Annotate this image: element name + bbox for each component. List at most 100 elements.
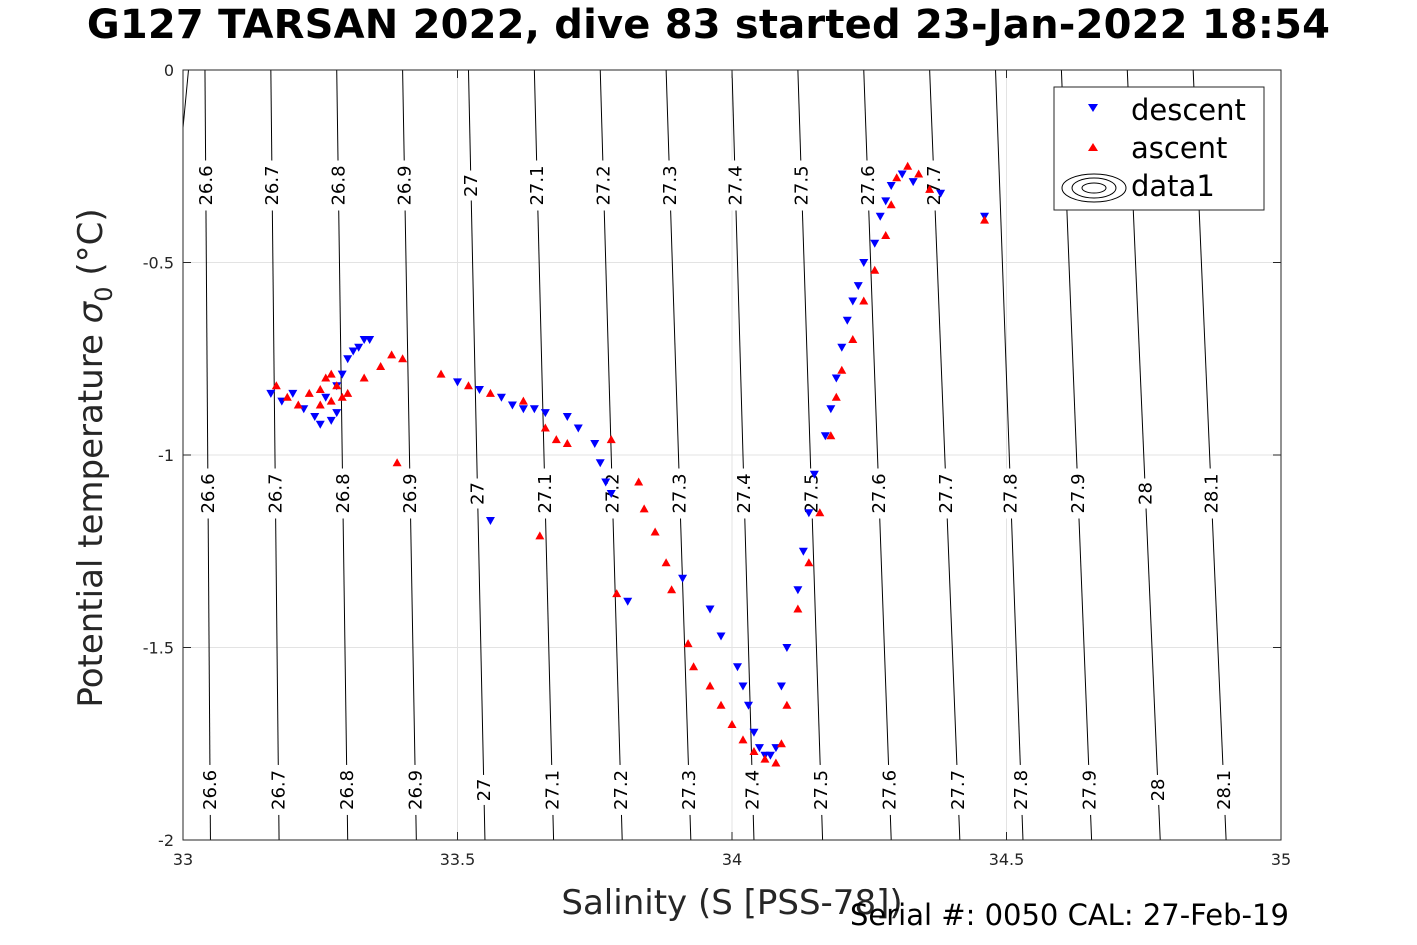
descent-point [716,632,726,641]
descent-point [798,547,808,556]
ascent-point [463,381,473,390]
x-tick-label: 34 [722,850,742,869]
contour-label-27-7: 27.7 [924,165,945,205]
contour-label-27-2: 27.2 [594,165,615,205]
descent-point [288,389,298,398]
descent-point [507,401,517,410]
descent-point [496,393,506,402]
legend-box [1053,86,1265,211]
contour-label-bg [459,170,482,201]
contour-label-bg [393,160,416,211]
descent-point [573,424,583,433]
ascent-point [293,400,303,409]
ascent-point [727,720,737,728]
contour-label-bg [335,764,358,815]
contour-label-26-9: 26.9 [400,473,421,513]
contour-label-27-8: 27.8 [1001,473,1022,513]
descent-point [529,405,539,414]
serial-cal-footer: Serial #: 0050 CAL: 27-Feb-19 [850,898,1289,932]
contour-label-bg [867,468,890,519]
ascent-point [826,431,836,440]
contour-label-28-1: 28.1 [1201,473,1222,513]
descent-point [870,239,880,248]
ascent-point [870,265,880,274]
contour-label-bg [809,764,832,815]
descent-point [793,586,803,595]
ascent-point [760,754,770,763]
descent-point [348,347,358,356]
descent-point [853,282,863,291]
contour-label-27-9: 27.9 [1068,473,1089,513]
descent-point [848,297,858,306]
contour-label-26-6: 26.6 [200,770,221,810]
descent-point [310,413,320,421]
contour-label-bg [1212,764,1235,815]
contour-label-26-7: 26.7 [269,770,290,810]
contour-label-bg [946,764,969,815]
contour-label-27-6: 27.6 [858,165,879,205]
ascent-point [634,477,644,486]
contour-label-bg [1200,468,1223,519]
descent-point [804,509,814,518]
contour-label-bg [724,160,747,211]
ascent-point [793,604,803,613]
descent-point [738,682,748,691]
ascent-point [804,558,814,567]
legend-ascent-label: ascent [1131,131,1227,165]
ascent-point [650,527,660,536]
descent-point [826,405,836,414]
legend-contour-icon [1061,173,1127,203]
contour-label-bg [1067,468,1090,519]
contour-label-27-6: 27.6 [869,473,890,513]
contour-label-bg [264,468,287,519]
contour-label-bg [609,764,632,815]
x-axis-label: Salinity (S [PSS-78]) [561,883,902,923]
ascent-point [980,215,990,224]
descent-point [518,405,528,414]
ascent-point [376,361,386,370]
ascent-point [683,639,693,648]
descent-point [859,259,869,267]
contour-line-partial [182,69,189,128]
contour-label-27-5: 27.5 [792,165,813,205]
ascent-point [886,200,896,209]
descent-point [881,197,891,206]
contour-label-bg [327,160,350,211]
contour-label-27-3: 27.3 [660,165,681,205]
contour-label-27-4: 27.4 [725,165,746,205]
ascent-point [881,231,891,240]
ascent-point [398,354,408,363]
contour-label-bg [741,764,764,815]
contour-label-bg [856,160,879,211]
contour-label-bg [658,160,681,211]
descent-point [590,439,600,448]
y-axis-label-unit: (°C) [71,208,111,286]
descent-point [705,605,715,614]
descent-point [453,378,462,387]
contour-label-26-7: 26.7 [265,473,286,513]
axis-ticks: 33 33.5 34 34.5 35 0 -0.5 -1 -1.5 -2 [143,61,1291,869]
ascent-point [436,369,446,378]
ascent-point [771,758,781,767]
descent-point [820,432,830,441]
ascent-point [271,381,281,390]
ascent-point [716,700,726,709]
descent-point [875,212,885,221]
contour-label-bg [592,160,615,211]
y-tick-label: -1.5 [143,639,174,658]
descent-point [732,663,742,672]
x-tick-label: 34.5 [989,850,1025,869]
ascent-point [392,458,402,467]
contour-label-bg [331,468,354,519]
descent-point [897,170,907,179]
contour-label-bg [472,774,495,805]
contour-label-bg [267,764,290,815]
ascent-point [562,438,572,447]
ascent-point [337,392,347,401]
descent-point [540,409,550,418]
contour-label-27-8: 27.8 [1011,770,1032,810]
contour-label-26-7: 26.7 [262,165,283,205]
contour-label-27-9: 27.9 [1080,770,1101,810]
ascent-point [667,585,677,594]
y-tick-label: -1 [158,446,174,465]
